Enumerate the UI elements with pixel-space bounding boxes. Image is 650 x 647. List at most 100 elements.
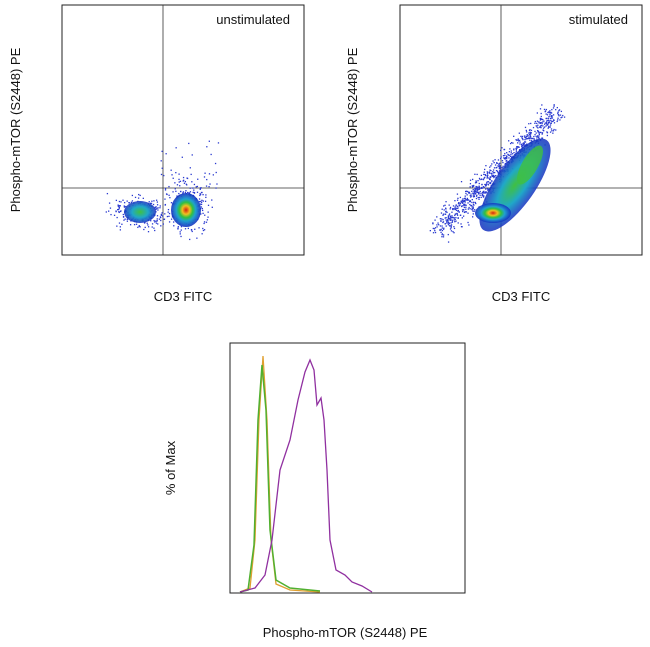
event-dot — [447, 233, 449, 236]
event-dot — [480, 192, 482, 195]
event-dot — [530, 137, 532, 139]
event-dot — [447, 222, 449, 224]
event-dot — [443, 228, 445, 230]
event-dot — [499, 167, 502, 169]
event-dot — [483, 171, 485, 173]
event-dot — [450, 216, 452, 218]
event-dot — [182, 192, 184, 194]
event-dot — [543, 130, 545, 132]
event-dot — [547, 111, 549, 114]
event-dot — [498, 163, 500, 165]
event-dot — [456, 193, 459, 195]
event-dot — [482, 192, 485, 194]
event-dot — [476, 190, 478, 192]
event-dot — [505, 160, 507, 162]
event-dot — [485, 184, 487, 187]
event-dot — [155, 206, 157, 208]
event-dot — [197, 178, 199, 180]
event-dot — [204, 200, 207, 202]
event-dot — [486, 187, 489, 190]
event-dot — [497, 165, 499, 167]
event-dot — [553, 104, 555, 106]
event-dot — [176, 184, 179, 186]
event-dot — [511, 153, 514, 155]
event-dot — [472, 206, 474, 208]
event-dot — [168, 221, 171, 223]
event-dot — [465, 204, 467, 206]
event-dot — [506, 156, 508, 159]
event-dot — [441, 233, 443, 236]
event-dot — [117, 205, 119, 207]
event-dot — [546, 114, 549, 116]
event-dot — [472, 188, 474, 191]
event-dot — [447, 221, 450, 223]
event-dot — [476, 173, 478, 176]
event-dot — [436, 226, 438, 228]
event-dot — [498, 164, 500, 166]
event-dot — [477, 189, 479, 191]
event-dot — [175, 190, 177, 192]
event-dot — [504, 164, 506, 166]
population-blob — [124, 201, 156, 223]
event-dot — [466, 194, 468, 196]
event-dot — [164, 189, 167, 191]
event-dot — [216, 183, 218, 185]
event-dot — [131, 194, 134, 197]
event-dot — [468, 191, 471, 194]
event-dot — [546, 132, 549, 134]
event-dot — [199, 193, 201, 195]
event-dot — [549, 124, 552, 126]
event-dot — [203, 229, 206, 231]
event-dot — [526, 143, 528, 145]
event-dot — [468, 191, 470, 194]
event-dot — [115, 210, 117, 213]
event-dot — [447, 218, 450, 220]
event-dot — [449, 218, 451, 220]
event-dot — [485, 191, 487, 193]
event-dot — [487, 172, 489, 174]
event-dot — [537, 136, 539, 138]
event-dot — [434, 229, 436, 232]
event-dot — [529, 134, 531, 137]
event-dot — [456, 213, 458, 215]
event-dot — [463, 200, 466, 202]
event-dot — [190, 173, 192, 176]
event-dot — [126, 220, 129, 222]
event-dot — [181, 156, 183, 158]
event-dot — [483, 173, 485, 176]
event-dot — [517, 142, 519, 144]
event-dot — [193, 192, 196, 194]
event-dot — [123, 206, 126, 208]
event-dot — [522, 143, 525, 145]
event-dot — [202, 212, 204, 215]
event-dot — [198, 200, 201, 203]
event-dot — [482, 178, 485, 181]
event-dot — [521, 137, 524, 140]
event-dot — [542, 121, 544, 123]
event-dot — [156, 201, 159, 203]
event-dot — [455, 209, 458, 211]
event-dot — [471, 190, 473, 193]
event-dot — [487, 188, 490, 190]
event-dot — [532, 126, 535, 129]
event-dot — [443, 205, 445, 207]
event-dot — [163, 174, 165, 177]
event-dot — [465, 190, 467, 193]
event-dot — [545, 108, 548, 111]
event-dot — [499, 162, 501, 164]
event-dot — [490, 169, 492, 172]
event-dot — [153, 219, 155, 222]
event-dot — [441, 229, 444, 232]
event-dot — [203, 221, 206, 223]
event-dot — [472, 196, 475, 198]
event-dot — [204, 214, 206, 216]
event-dot — [153, 200, 155, 202]
event-dot — [464, 197, 466, 199]
event-dot — [157, 223, 159, 225]
event-dot — [448, 213, 451, 215]
event-dot — [164, 203, 167, 206]
event-dot — [525, 137, 527, 139]
event-dot — [474, 209, 476, 211]
event-dot — [440, 212, 443, 214]
event-dot — [482, 190, 484, 193]
